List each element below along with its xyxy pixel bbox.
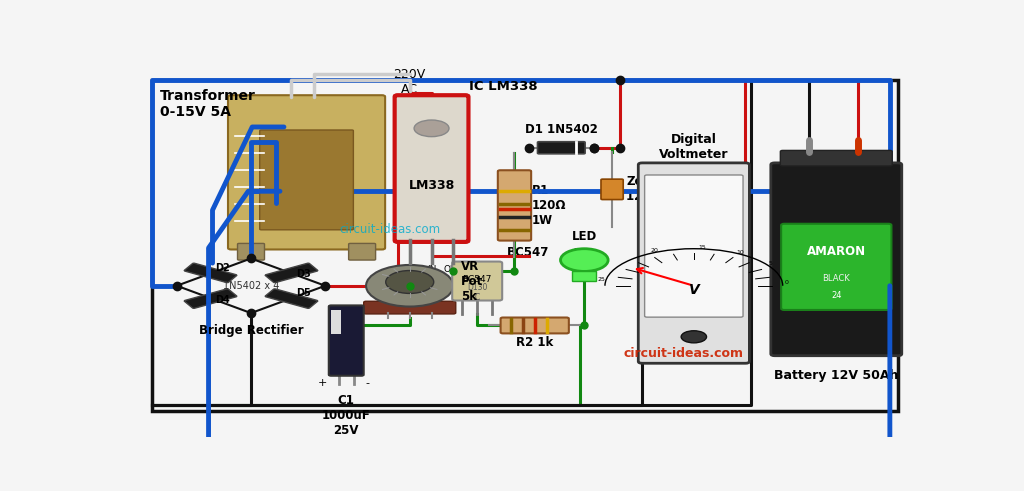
Text: BC547: BC547 <box>463 275 492 284</box>
Text: 24: 24 <box>831 291 842 300</box>
Text: C1
1000uF
25V: C1 1000uF 25V <box>322 393 371 436</box>
Text: +: + <box>569 246 581 259</box>
Text: -: - <box>366 379 370 388</box>
Text: Zener
12V 1W: Zener 12V 1W <box>627 175 677 203</box>
Text: D2: D2 <box>215 263 230 273</box>
Text: 0: 0 <box>784 280 788 285</box>
Text: LM338: LM338 <box>409 179 455 192</box>
Text: 220V
AC: 220V AC <box>393 68 426 96</box>
Text: VR
Pot
5k: VR Pot 5k <box>461 261 483 303</box>
Text: 1N5402 x 4: 1N5402 x 4 <box>223 281 280 291</box>
FancyBboxPatch shape <box>265 289 317 308</box>
Text: AMARON: AMARON <box>807 245 866 258</box>
Bar <box>152 80 898 410</box>
Text: V: V <box>688 282 699 297</box>
Circle shape <box>386 271 434 294</box>
FancyBboxPatch shape <box>645 175 743 317</box>
FancyBboxPatch shape <box>329 305 364 376</box>
Text: R1
120Ω
1W: R1 120Ω 1W <box>531 184 566 227</box>
FancyBboxPatch shape <box>780 150 892 166</box>
FancyBboxPatch shape <box>771 163 902 355</box>
FancyBboxPatch shape <box>348 244 376 260</box>
FancyBboxPatch shape <box>184 263 237 283</box>
Circle shape <box>681 331 707 343</box>
Text: Digital
Voltmeter: Digital Voltmeter <box>659 133 729 161</box>
FancyBboxPatch shape <box>228 95 385 249</box>
Text: D5: D5 <box>297 288 311 299</box>
FancyBboxPatch shape <box>364 301 456 314</box>
FancyBboxPatch shape <box>538 142 585 154</box>
Text: 20: 20 <box>650 248 658 253</box>
FancyBboxPatch shape <box>184 289 237 308</box>
Text: IN: IN <box>427 265 436 274</box>
FancyBboxPatch shape <box>394 95 468 242</box>
FancyBboxPatch shape <box>453 262 502 300</box>
Text: 15: 15 <box>698 245 706 249</box>
FancyBboxPatch shape <box>781 224 892 310</box>
Text: +: + <box>732 257 742 270</box>
Polygon shape <box>572 272 596 281</box>
FancyBboxPatch shape <box>601 179 624 199</box>
FancyBboxPatch shape <box>238 244 264 260</box>
Circle shape <box>414 120 449 136</box>
Circle shape <box>366 265 454 306</box>
Text: D1 1N5402: D1 1N5402 <box>525 123 598 136</box>
Text: D130
C: D130 C <box>467 283 487 302</box>
Text: -: - <box>575 273 581 285</box>
Text: D3: D3 <box>297 270 311 279</box>
Text: +: + <box>317 379 328 388</box>
Text: LED: LED <box>571 230 597 243</box>
Text: BLACK: BLACK <box>822 273 850 283</box>
Text: 5: 5 <box>768 261 772 266</box>
Text: ADJ: ADJ <box>402 265 418 274</box>
Text: R2 1k: R2 1k <box>516 336 553 349</box>
Text: 10: 10 <box>736 249 744 254</box>
FancyBboxPatch shape <box>260 130 353 230</box>
FancyBboxPatch shape <box>638 163 750 363</box>
Text: Bridge Rectifier: Bridge Rectifier <box>199 325 303 337</box>
Text: T1
BC547: T1 BC547 <box>507 231 549 259</box>
FancyBboxPatch shape <box>498 170 531 241</box>
Text: Battery 12V 50Ah: Battery 12V 50Ah <box>774 369 898 382</box>
FancyBboxPatch shape <box>265 263 317 283</box>
Text: Transformer
0-15V 5A: Transformer 0-15V 5A <box>160 89 256 119</box>
Text: circuit-ideas.com: circuit-ideas.com <box>339 222 440 236</box>
Text: IC LM338: IC LM338 <box>469 80 538 93</box>
FancyBboxPatch shape <box>331 310 341 334</box>
Circle shape <box>560 249 608 272</box>
Text: -: - <box>647 300 652 313</box>
Text: D4: D4 <box>215 295 230 305</box>
Text: 25: 25 <box>598 276 606 281</box>
Text: OUT: OUT <box>443 265 463 274</box>
FancyBboxPatch shape <box>501 318 569 333</box>
Text: circuit-ideas.com: circuit-ideas.com <box>624 347 743 360</box>
